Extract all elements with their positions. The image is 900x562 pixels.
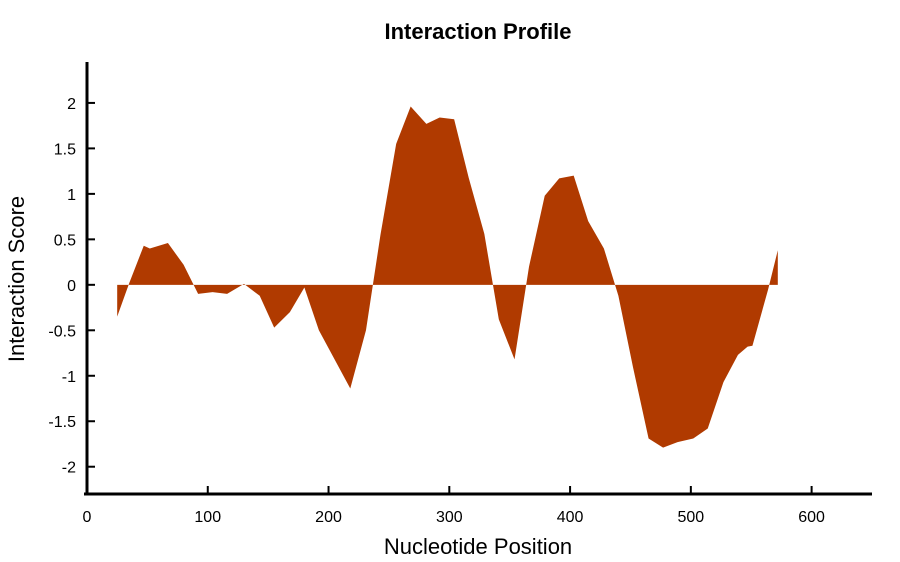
x-tick-label: 0 <box>83 509 92 526</box>
y-axis-ticks: -2 -1.5 -1 -0.5 0 0.5 1 1.5 2 <box>48 96 95 477</box>
x-tick-label: 400 <box>557 509 584 526</box>
y-tick-label: -1 <box>62 369 76 386</box>
series-area <box>117 106 778 448</box>
y-tick-label: -2 <box>62 460 76 477</box>
y-tick-label: 2 <box>67 96 76 113</box>
y-tick-label: 1 <box>67 187 76 204</box>
x-tick-label: 500 <box>677 509 704 526</box>
x-axis-ticks: 0 100 200 300 400 500 600 <box>83 486 825 526</box>
x-tick-label: 200 <box>315 509 342 526</box>
y-axis-label: Interaction Score <box>4 196 29 362</box>
y-tick-label: 1.5 <box>54 141 76 158</box>
y-tick-label: 0.5 <box>54 232 76 249</box>
y-tick-label: -1.5 <box>48 414 76 431</box>
x-tick-label: 300 <box>436 509 463 526</box>
x-tick-label: 100 <box>194 509 221 526</box>
y-tick-label: 0 <box>67 278 76 295</box>
y-tick-label: -0.5 <box>48 323 76 340</box>
chart-title: Interaction Profile <box>384 19 571 44</box>
x-tick-label: 600 <box>798 509 825 526</box>
x-axis-label: Nucleotide Position <box>384 534 572 559</box>
plot-area <box>117 106 778 448</box>
